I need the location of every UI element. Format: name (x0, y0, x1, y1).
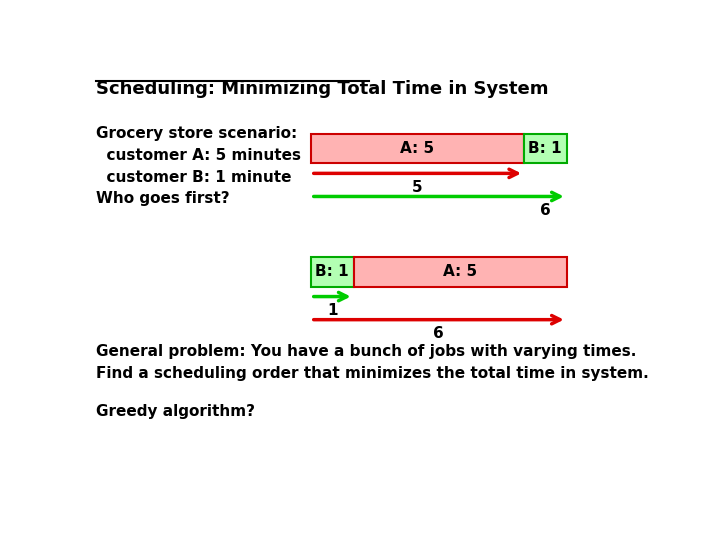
Text: Scheduling: Minimizing Total Time in System: Scheduling: Minimizing Total Time in Sys… (96, 80, 549, 98)
Bar (311, 134, 524, 164)
Text: B: 1: B: 1 (528, 141, 562, 156)
Bar (524, 134, 567, 164)
Text: 6: 6 (433, 326, 444, 341)
Text: Who goes first?: Who goes first? (96, 191, 230, 206)
Text: Greedy algorithm?: Greedy algorithm? (96, 403, 255, 418)
Text: 5: 5 (412, 179, 423, 194)
Text: customer A: 5 minutes: customer A: 5 minutes (96, 148, 301, 163)
Text: B: 1: B: 1 (315, 265, 349, 279)
Text: 6: 6 (540, 202, 551, 218)
Text: Grocery store scenario:: Grocery store scenario: (96, 126, 297, 141)
Text: customer B: 1 minute: customer B: 1 minute (96, 170, 292, 185)
Text: General problem: You have a bunch of jobs with varying times.
Find a scheduling : General problem: You have a bunch of job… (96, 343, 649, 381)
Text: A: 5: A: 5 (443, 265, 477, 279)
Text: 1: 1 (327, 303, 338, 318)
Text: A: 5: A: 5 (400, 141, 434, 156)
Bar (354, 257, 567, 287)
Bar (311, 257, 354, 287)
